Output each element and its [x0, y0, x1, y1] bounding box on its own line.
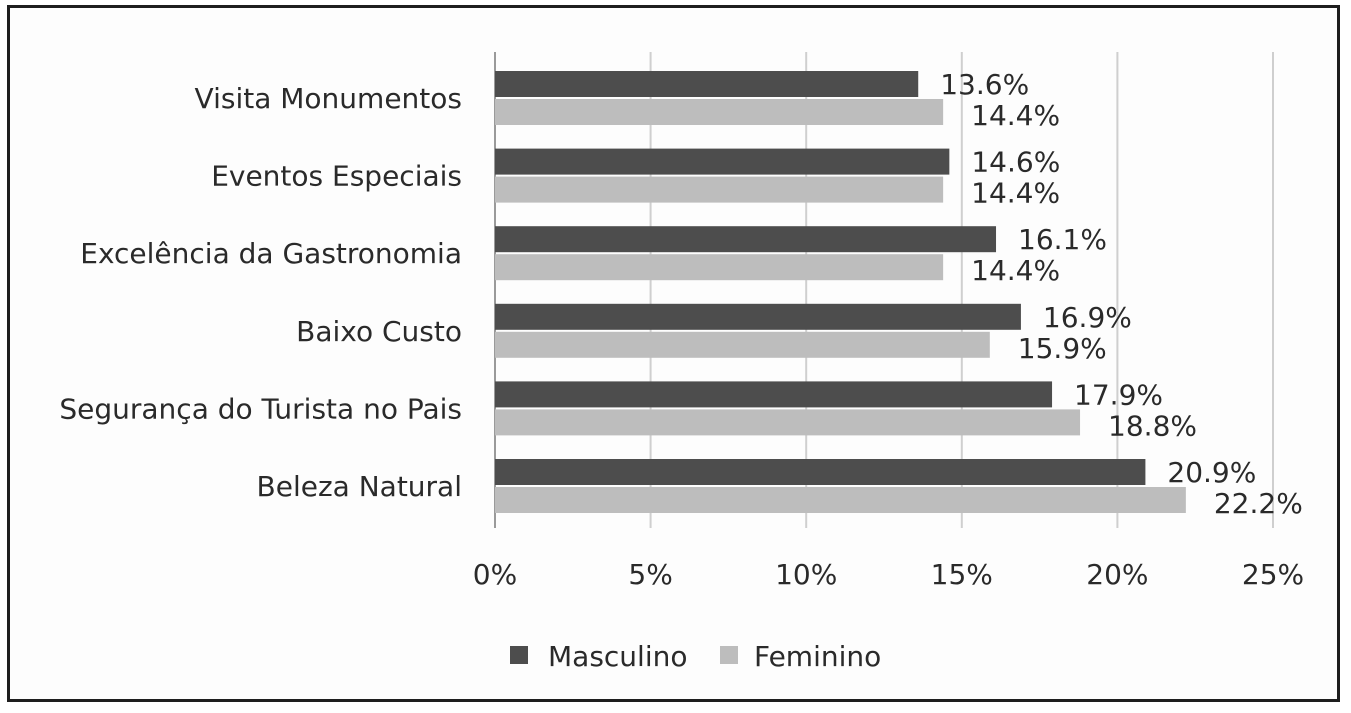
x-tick-label: 25%	[1242, 558, 1304, 591]
x-tick-label: 15%	[931, 558, 993, 591]
category-label: Segurança do Turista no Pais	[59, 392, 462, 425]
category-label: Baixo Custo	[296, 315, 462, 348]
category-label: Excelência da Gastronomia	[80, 237, 462, 270]
bar	[495, 331, 990, 358]
bar	[495, 487, 1186, 513]
legend-swatch	[510, 646, 528, 664]
bar	[495, 459, 1146, 485]
bar-chart: 0% 5% 10% 15% 20% 25%Visita Monumentos 13.6%14…	[59, 52, 1304, 673]
data-label: 14.6%	[971, 146, 1060, 179]
bar	[495, 71, 919, 97]
data-label: 18.8%	[1108, 409, 1197, 442]
data-label: 16.9%	[1043, 301, 1132, 334]
data-label: 14.4%	[971, 177, 1060, 210]
x-tick-label: 5%	[628, 558, 672, 591]
bar	[495, 148, 950, 175]
x-tick-label: 20%	[1086, 558, 1148, 591]
legend-swatch	[720, 646, 738, 664]
data-label: 20.9%	[1167, 456, 1256, 489]
bar	[495, 99, 944, 125]
category-label: Eventos Especiais	[211, 160, 462, 193]
bar	[495, 303, 1021, 330]
data-label: 14.4%	[971, 99, 1060, 132]
data-label: 22.2%	[1214, 487, 1303, 520]
x-tick-label: 0%	[473, 558, 517, 591]
chart-frame: 0% 5% 10% 15% 20% 25% Visita Monumentos 13.6% 14…	[7, 5, 1340, 702]
legend-label: Feminino	[754, 640, 881, 673]
data-label: 14.4%	[971, 254, 1060, 287]
bar	[495, 226, 997, 253]
bar	[495, 409, 1081, 436]
data-label: 17.9%	[1074, 378, 1163, 411]
category-label: Visita Monumentos	[195, 82, 462, 115]
data-label: 16.1%	[1018, 223, 1107, 256]
data-label: 15.9%	[1018, 332, 1107, 365]
bar	[495, 381, 1053, 408]
category-label: Beleza Natural	[257, 470, 462, 503]
legend-label: Masculino	[548, 640, 687, 673]
data-label: 13.6%	[940, 68, 1029, 101]
bar	[495, 176, 944, 203]
x-tick-label: 10%	[775, 558, 837, 591]
bar	[495, 254, 944, 281]
